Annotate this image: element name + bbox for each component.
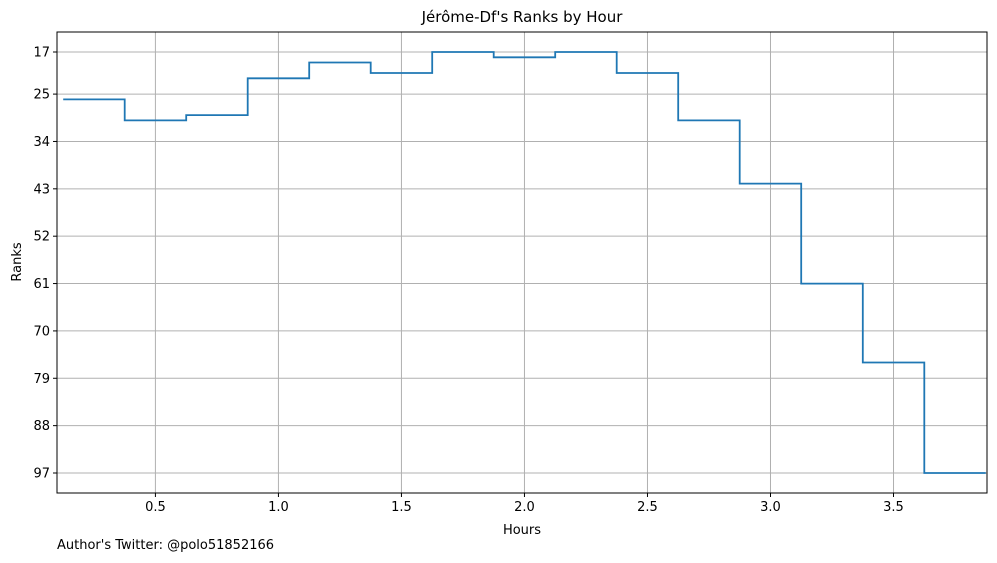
plot-background bbox=[57, 32, 987, 493]
x-tick-label: 2.0 bbox=[514, 500, 535, 515]
y-tick-label: 43 bbox=[33, 182, 50, 197]
series-group bbox=[63, 51, 986, 474]
y-tick-label: 97 bbox=[33, 467, 50, 482]
y-tick-label: 88 bbox=[33, 419, 50, 434]
y-tick-label: 79 bbox=[33, 372, 50, 387]
plot-frame bbox=[56, 31, 988, 494]
x-tick-label: 0.5 bbox=[145, 500, 166, 515]
author-credit: Author's Twitter: @polo51852166 bbox=[57, 538, 275, 553]
x-axis: 0.5 1.0 1.5 2.0 2.5 3.0 3.5 bbox=[145, 493, 904, 515]
y-tick-label: 70 bbox=[33, 324, 50, 339]
y-tick-label: 52 bbox=[33, 230, 50, 245]
y-tick-label: 61 bbox=[33, 277, 50, 292]
x-tick-label: 2.5 bbox=[637, 500, 658, 515]
x-tick-label: 1.0 bbox=[268, 500, 289, 515]
x-axis-label: Hours bbox=[503, 523, 541, 538]
series-line bbox=[63, 51, 986, 474]
y-tick-label: 17 bbox=[33, 45, 50, 60]
chart-title: Jérôme-Df's Ranks by Hour bbox=[421, 8, 624, 26]
y-axis-label: Ranks bbox=[10, 242, 25, 281]
y-tick-label: 25 bbox=[33, 88, 50, 103]
x-tick-label: 3.0 bbox=[760, 500, 781, 515]
x-tick-label: 3.5 bbox=[883, 500, 904, 515]
y-axis: 17 25 34 43 52 61 70 79 88 97 bbox=[33, 45, 57, 482]
x-tick-label: 1.5 bbox=[391, 500, 412, 515]
y-tick-label: 34 bbox=[33, 135, 50, 150]
